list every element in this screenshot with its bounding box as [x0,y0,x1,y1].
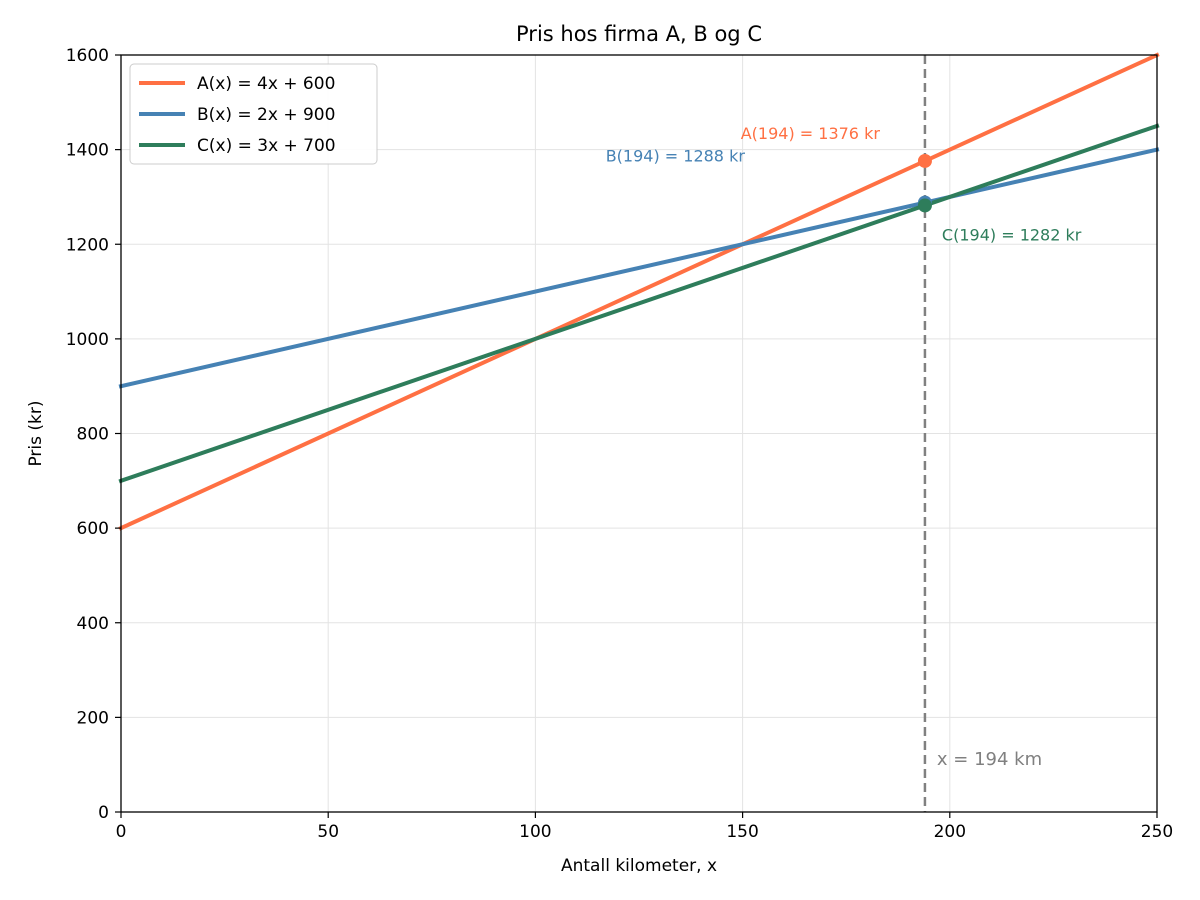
series-line-1 [118,147,1160,389]
x-tick-label: 250 [1141,822,1173,842]
point-annotation: A(194) = 1376 kr [741,124,881,143]
highlight-point [917,153,932,168]
y-axis-title: Pris (kr) [26,400,46,466]
series-lines [118,52,1160,531]
y-tick-label: 1200 [66,235,109,255]
point-annotation: B(194) = 1288 kr [606,147,746,166]
x-tick-label: 100 [519,822,551,842]
y-tick-label: 200 [77,708,109,728]
y-tick-label: 0 [98,803,109,823]
legend-box [129,63,378,165]
legend: A(x) = 4x + 600 B(x) = 2x + 900 C(x) = 3x … [129,63,378,165]
y-tick-label: 1000 [66,330,109,350]
highlight-marker: x = 194 km [923,55,1042,812]
highlight-points: A(194) = 1376 kr B(194) = 1288 kr C(194) =… [606,124,1082,244]
y-tick-label: 400 [77,614,109,634]
legend-label: B(x) = 2x + 900 [197,105,335,125]
x-tick-label: 0 [116,822,127,842]
legend-label: A(x) = 4x + 600 [197,74,335,94]
x-tick-label: 50 [317,822,339,842]
x-axis-title: Antall kilometer, x [561,856,717,876]
series-line-0 [118,52,1160,531]
x-tick-label: 200 [934,822,966,842]
point-annotation: C(194) = 1282 kr [942,225,1082,244]
x-tick-label: 150 [726,822,758,842]
axis-ticks: 0 50 100 150 200 250 0 200 400 600 800 1000 1200 1400… [66,46,1173,842]
y-tick-label: 600 [77,519,109,539]
legend-label: C(x) = 3x + 700 [197,136,336,156]
chart-title: Pris hos firma A, B og C [516,22,762,46]
series-line-2 [118,123,1160,484]
highlight-line-label: x = 194 km [937,749,1042,770]
highlight-point [917,198,932,213]
y-tick-label: 800 [77,425,109,445]
y-tick-label: 1600 [66,46,109,66]
y-tick-label: 1400 [66,141,109,161]
